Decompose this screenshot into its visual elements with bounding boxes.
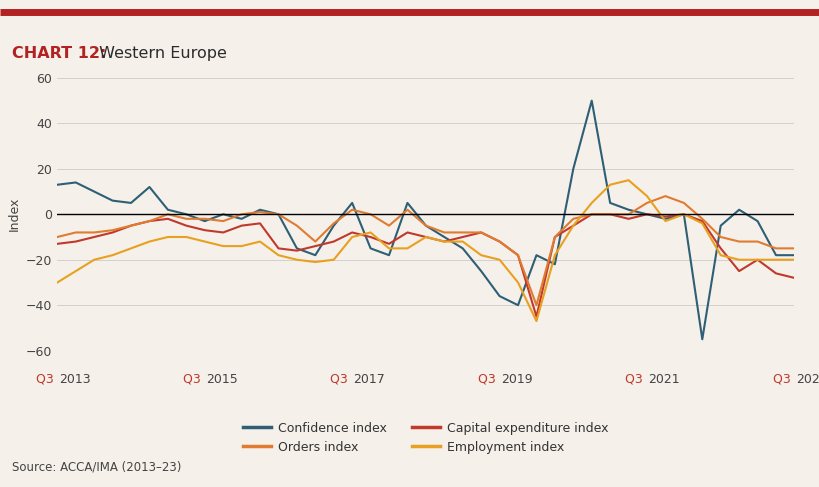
Text: 2017: 2017 (354, 373, 385, 386)
Text: Q3: Q3 (330, 373, 352, 386)
Text: CHART 12:: CHART 12: (12, 46, 106, 61)
Text: 2023: 2023 (796, 373, 819, 386)
Text: 2021: 2021 (649, 373, 680, 386)
Text: 2015: 2015 (206, 373, 238, 386)
Text: Q3: Q3 (477, 373, 500, 386)
Text: Q3: Q3 (772, 373, 794, 386)
Y-axis label: Index: Index (7, 197, 20, 231)
Text: Q3: Q3 (183, 373, 205, 386)
Text: Q3: Q3 (625, 373, 647, 386)
Text: 2019: 2019 (501, 373, 532, 386)
Text: Source: ACCA/IMA (2013–23): Source: ACCA/IMA (2013–23) (12, 460, 182, 473)
Text: Western Europe: Western Europe (94, 46, 227, 61)
Text: Q3: Q3 (35, 373, 57, 386)
Legend: Confidence index, Orders index, Capital expenditure index, Employment index: Confidence index, Orders index, Capital … (238, 417, 613, 459)
Text: 2013: 2013 (59, 373, 90, 386)
